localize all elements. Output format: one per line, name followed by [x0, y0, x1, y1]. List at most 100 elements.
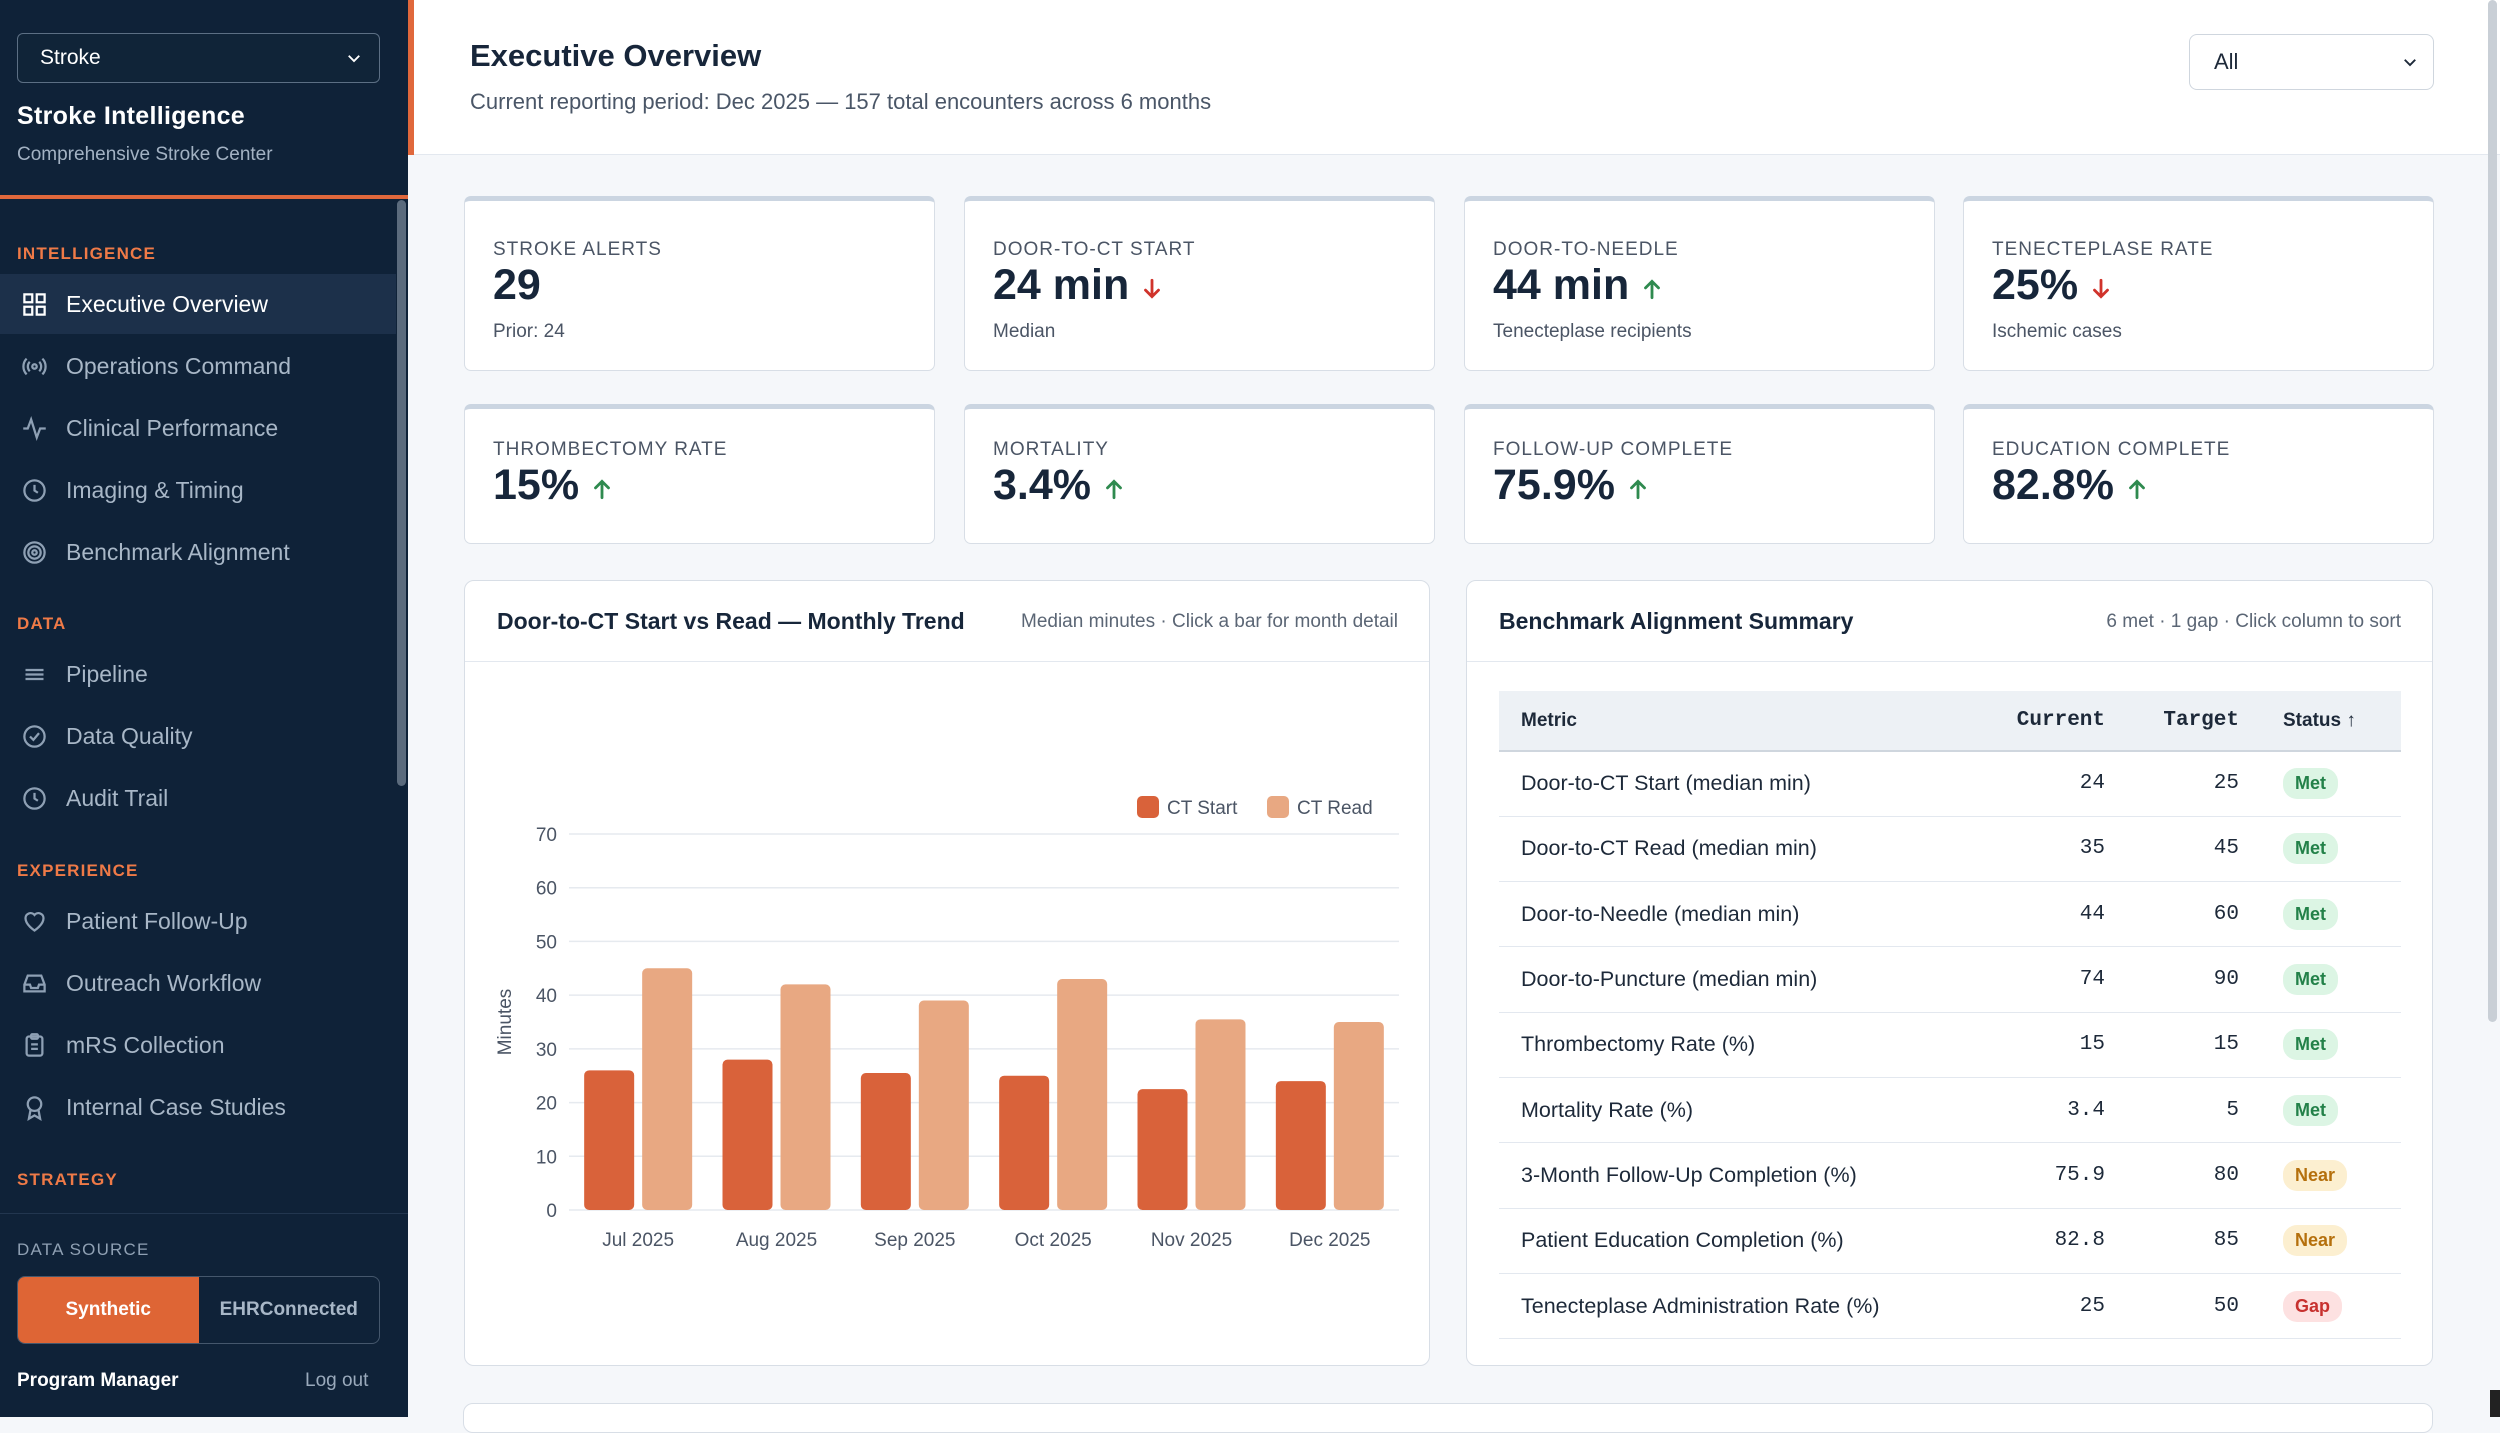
sidebar-scrollbar[interactable]: [397, 200, 406, 786]
ct-trend-chart: 0 10 20 30 40 50 60 70 Minutes Jul 2025 Aug 2025 Se…: [495, 796, 1399, 1251]
clipboard-icon: [20, 1031, 49, 1060]
ehr-connected-option[interactable]: EHR Connected: [199, 1277, 380, 1343]
bar-ct-read[interactable]: [642, 968, 693, 1210]
section-strategy: STRATEGY: [17, 1170, 118, 1189]
sidebar-item-patient-follow-up[interactable]: Patient Follow-Up: [0, 891, 396, 951]
kpi-value: 25%: [1992, 261, 2079, 309]
target-cell: 15: [2127, 1012, 2261, 1078]
bar-ct-start[interactable]: [584, 1070, 635, 1210]
sidebar-item-pipeline[interactable]: Pipeline: [0, 644, 396, 704]
sidebar-item-executive-overview[interactable]: Executive Overview: [0, 274, 396, 334]
bar-ct-read[interactable]: [780, 984, 831, 1210]
kpi-card[interactable]: EDUCATION COMPLETE 82.8%: [1963, 404, 2434, 544]
table-row[interactable]: Door-to-Puncture (median min) 74 90 Met: [1499, 946, 2401, 1013]
kpi-label: TENECTEPLASE RATE: [1992, 239, 2214, 260]
sidebar-item-imaging-timing[interactable]: Imaging & Timing: [0, 460, 396, 520]
table-row[interactable]: Door-to-CT Read (median min) 35 45 Met: [1499, 816, 2401, 883]
bar-ct-read[interactable]: [1333, 1022, 1384, 1210]
kpi-card[interactable]: FOLLOW-UP COMPLETE 75.9%: [1464, 404, 1935, 544]
kpi-card[interactable]: THROMBECTOMY RATE 15%: [464, 404, 935, 544]
program-select[interactable]: Stroke: [17, 33, 380, 83]
kpi-value: 15%: [493, 461, 580, 509]
table-row[interactable]: Door-to-CT Start (median min) 24 25 Met: [1499, 751, 2401, 817]
x-tick-label: Nov 2025: [1151, 1230, 1232, 1251]
bar-ct-start[interactable]: [1275, 1081, 1326, 1210]
table-row[interactable]: Door-to-Needle (median min) 44 60 Met: [1499, 881, 2401, 948]
award-icon: [20, 1093, 49, 1122]
bar-ct-start[interactable]: [999, 1075, 1050, 1210]
kpi-card[interactable]: STROKE ALERTS 29 Prior: 24: [464, 196, 935, 371]
status-cell: Met: [2261, 881, 2401, 948]
current-cell: 44: [1977, 881, 2127, 948]
sidebar-item-operations-command[interactable]: Operations Command: [0, 336, 396, 396]
sidebar-item-mrs-collection[interactable]: mRS Collection: [0, 1015, 396, 1075]
table-row[interactable]: Tenecteplase Administration Rate (%) 25 50…: [1499, 1273, 2401, 1340]
divider: [0, 1213, 408, 1214]
status-cell: Met: [2261, 816, 2401, 883]
sidebar-item-audit-trail[interactable]: Audit Trail: [0, 768, 396, 828]
table-row[interactable]: Thrombectomy Rate (%) 15 15 Met: [1499, 1012, 2401, 1078]
sidebar-item-internal-case-studies[interactable]: Internal Case Studies: [0, 1077, 396, 1137]
bar-ct-read[interactable]: [1057, 979, 1108, 1210]
legend-swatch: [1267, 796, 1289, 818]
metric-cell: Thrombectomy Rate (%): [1499, 1012, 1977, 1078]
sidebar-item-outreach-workflow[interactable]: Outreach Workflow: [0, 953, 396, 1013]
kpi-label: DOOR-TO-CT START: [993, 239, 1196, 260]
grid-icon: [20, 290, 49, 319]
status-badge: Near: [2283, 1225, 2348, 1257]
metric-cell: Door-to-Needle (median min): [1499, 881, 1977, 948]
current-cell: 35: [1977, 816, 2127, 883]
metric-cell: Door-to-CT Start (median min): [1499, 751, 1977, 817]
table-row[interactable]: Patient Education Completion (%) 82.8 85 Ne…: [1499, 1208, 2401, 1274]
x-tick-label: Dec 2025: [1289, 1230, 1370, 1251]
current-cell: 82.8: [1977, 1208, 2127, 1274]
page-scrollbar[interactable]: [2488, 0, 2497, 1022]
benchmark-table: Metric Current Target Status ↑ Door-to-C…: [1499, 691, 2401, 1340]
y-tick-label: 20: [536, 1094, 557, 1115]
table-row[interactable]: Mortality Rate (%) 3.4 5 Met: [1499, 1077, 2401, 1144]
target-cell: 60: [2127, 881, 2261, 948]
current-cell: 15: [1977, 1012, 2127, 1078]
logout-link[interactable]: Log out: [305, 1370, 369, 1391]
filter-select[interactable]: All: [2189, 34, 2434, 90]
chevron-down-icon: [348, 55, 360, 63]
kpi-note: Tenecteplase recipients: [1493, 321, 1692, 342]
column-current[interactable]: Current: [1977, 691, 2127, 752]
current-cell: 24: [1977, 751, 2127, 817]
kpi-value-row: 24 min: [993, 261, 1165, 310]
current-cell: 3.4: [1977, 1077, 2127, 1144]
y-tick-label: 70: [536, 825, 557, 846]
metric-cell: Door-to-Puncture (median min): [1499, 946, 1977, 1013]
sidebar-item-benchmark-alignment[interactable]: Benchmark Alignment: [0, 522, 396, 582]
bar-ct-read[interactable]: [918, 1000, 969, 1210]
kpi-card[interactable]: DOOR-TO-CT START 24 min Median: [964, 196, 1435, 371]
current-cell: 74: [1977, 946, 2127, 1013]
kpi-value: 29: [493, 261, 541, 309]
sidebar-item-clinical-performance[interactable]: Clinical Performance: [0, 398, 396, 458]
clock-icon: [20, 784, 49, 813]
kpi-card[interactable]: MORTALITY 3.4%: [964, 404, 1435, 544]
column-status[interactable]: Status ↑: [2261, 691, 2401, 752]
table-row[interactable]: 3-Month Follow-Up Completion (%) 75.9 80 Ne…: [1499, 1142, 2401, 1209]
kpi-note: Prior: 24: [493, 321, 565, 342]
ct-trend-panel: Door-to-CT Start vs Read — Monthly Trend…: [464, 580, 1430, 1366]
bar-ct-start[interactable]: [722, 1059, 773, 1210]
y-tick-label: 10: [536, 1147, 557, 1168]
arrow-down-icon: [2093, 278, 2109, 299]
sidebar-item-label: Pipeline: [66, 660, 148, 687]
check-circle-icon: [20, 722, 49, 751]
bar-ct-start[interactable]: [860, 1073, 911, 1210]
column-target[interactable]: Target: [2127, 691, 2261, 752]
x-tick-label: Oct 2025: [1015, 1230, 1092, 1251]
synthetic-option[interactable]: Synthetic: [18, 1277, 199, 1343]
status-badge: Met: [2283, 964, 2338, 996]
column-metric[interactable]: Metric: [1499, 691, 1977, 752]
kpi-card[interactable]: TENECTEPLASE RATE 25% Ischemic cases: [1963, 196, 2434, 371]
status-cell: Met: [2261, 1012, 2401, 1078]
bar-ct-read[interactable]: [1195, 1019, 1246, 1210]
kpi-card[interactable]: DOOR-TO-NEEDLE 44 min Tenecteplase recipie…: [1464, 196, 1935, 371]
bar-ct-start[interactable]: [1137, 1089, 1188, 1210]
sidebar-item-data-quality[interactable]: Data Quality: [0, 706, 396, 766]
target-cell: 25: [2127, 751, 2261, 817]
lines-icon: [20, 660, 49, 689]
